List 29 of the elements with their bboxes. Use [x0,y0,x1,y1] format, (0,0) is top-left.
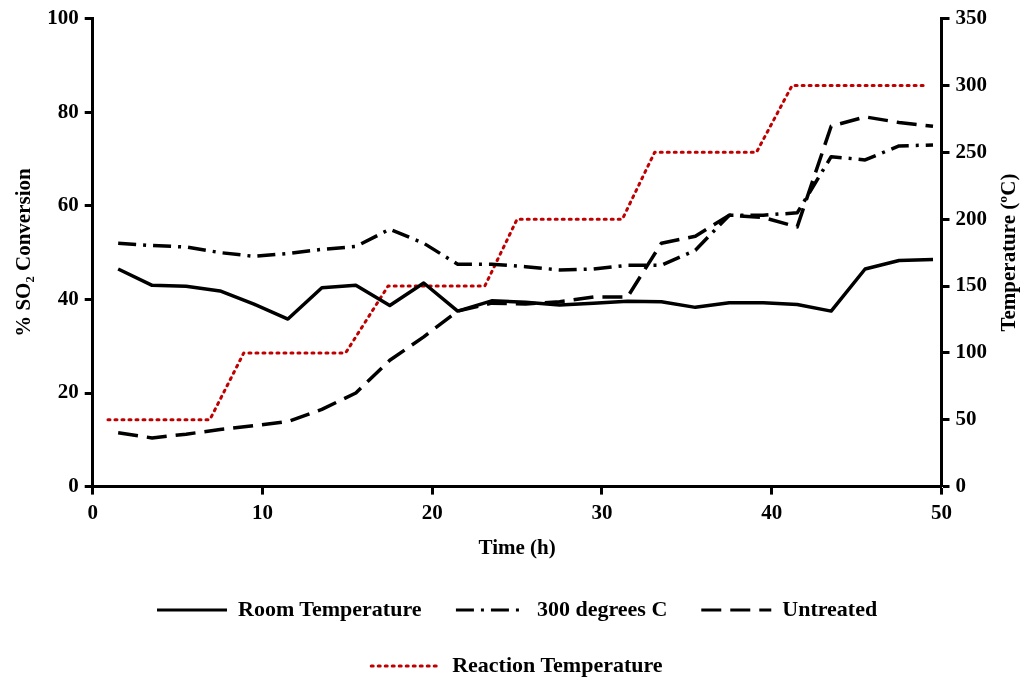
y-axis-title: % SO₂ Conversion [11,168,36,337]
x-axis-title: Time (h) [478,534,556,559]
y2-tick-label: 250 [955,138,987,163]
x-tick-label: 50 [931,499,952,524]
y-tick-label: 80 [57,98,79,123]
x-tick-label: 0 [87,499,98,524]
x-tick-label: 20 [421,499,443,524]
x-tick-label: 10 [251,499,273,524]
legend-label: Reaction Temperature [452,651,663,677]
y2-tick-label: 150 [955,272,987,297]
y-tick-label: 60 [57,192,79,217]
x-tick-label: 40 [761,499,783,524]
y2-tick-label: 100 [955,339,987,364]
y2-tick-label: 50 [955,406,977,431]
y2-tick-label: 300 [955,71,987,96]
y2-tick-label: 0 [955,473,966,498]
x-tick-label: 30 [591,499,613,524]
line-series [116,115,935,440]
y2-tick-label: 350 [955,5,987,30]
y2-axis-title: Temperature (ºC) [995,173,1020,332]
y-tick-label: 40 [57,285,79,310]
y2-tick-label: 200 [955,205,987,230]
line-series [106,83,928,422]
y-tick-label: 100 [47,5,79,30]
legend-label: Untreated [782,595,878,621]
legend-label: 300 degrees C [536,595,668,621]
legend-label: Room Temperature [238,595,422,621]
y-tick-label: 20 [57,379,79,404]
y-tick-label: 0 [68,473,79,498]
